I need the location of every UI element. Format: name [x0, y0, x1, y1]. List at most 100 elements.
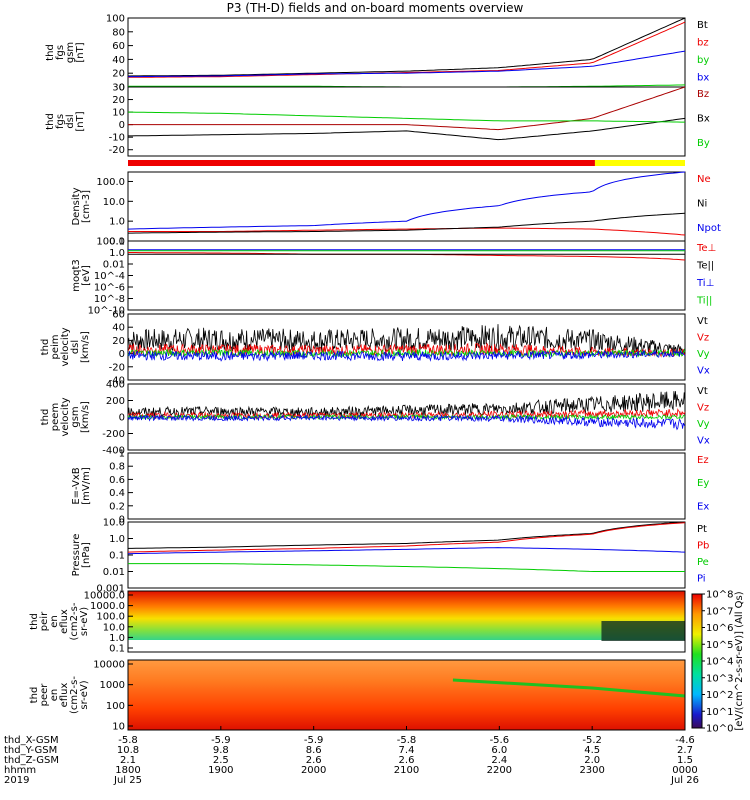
y-axis-label: thd	[45, 113, 56, 130]
colorbar-tick-label: 10^2	[706, 690, 733, 701]
y-tick-label: -400	[102, 446, 125, 457]
y-tick-label: 400	[106, 380, 125, 391]
legend-Pt: Pt	[697, 524, 707, 535]
orbit-value: 2.5	[213, 755, 229, 766]
orbit-value: 7.4	[399, 745, 415, 756]
y-tick-label: 10	[112, 108, 125, 119]
orbit-value: 2000	[301, 765, 326, 776]
y-tick-label: 1	[119, 449, 125, 460]
series-Pb	[127, 522, 686, 553]
orbit-value: 10.8	[117, 745, 139, 756]
y-axis-label: dsl	[65, 114, 76, 128]
series-Pe	[128, 563, 685, 572]
series-Vy	[127, 413, 686, 421]
orbit-value: 2.6	[399, 755, 415, 766]
y-tick-label: 10^-6	[94, 283, 125, 294]
legend-bz: bz	[697, 37, 709, 48]
orbit-value: -5.6	[490, 735, 510, 746]
orbit-value: 1900	[208, 765, 233, 776]
panel-pressure: 0.001 0.01 0.1 1.0 10.0 Pressure [nPa] Pt Pb Pe Pi	[71, 518, 709, 595]
y-tick-label: 0.01	[103, 260, 125, 271]
orbit-row-label: hhmm	[4, 765, 36, 776]
orbit-value: -5.9	[304, 735, 324, 746]
series-Ni	[128, 212, 686, 234]
orbit-value: 2.1	[120, 755, 136, 766]
orbit-value: -4.6	[675, 735, 695, 746]
colorbar-tick-label: 10^8	[706, 590, 733, 601]
y-axis-label: Pressure	[71, 534, 82, 577]
mode-bar-slow	[128, 160, 595, 166]
fast-mode-region	[601, 621, 685, 641]
panel-peem-velocity: -400 -200 0 200 400 thd peem velocity gsm [km/s] V…	[40, 380, 710, 457]
y-tick-label: 60	[112, 310, 125, 321]
y-axis-label: velocity	[60, 397, 71, 436]
series-Vx	[127, 414, 686, 431]
y-axis-label: [nPa]	[81, 542, 92, 568]
y-tick-label: 1.0	[109, 633, 125, 644]
y-axis-label: moqt3	[71, 259, 82, 292]
y-axis-label: eflux	[59, 609, 70, 634]
y-axis-label: gsm	[70, 406, 81, 427]
series-bz	[128, 21, 686, 78]
y-axis-label: eflux	[59, 683, 70, 708]
y-tick-label: 40	[112, 55, 125, 66]
y-axis-label: fgs	[55, 45, 66, 60]
legend-Bz: Bz	[697, 89, 709, 100]
orbit-value: 2300	[579, 765, 604, 776]
y-tick-label: 10	[112, 722, 125, 733]
y-tick-label: -10	[109, 133, 125, 144]
legend-Te⊥: Te⊥	[696, 243, 716, 254]
y-tick-label: 0.6	[109, 475, 125, 486]
series-Ne	[128, 227, 686, 236]
panel-density: 0.1 1.0 10.0 100.0 Density [cm-3] Ne Ni Npot	[71, 171, 721, 248]
y-tick-label: 10^-10	[88, 306, 125, 317]
orbit-value: 2.6	[306, 755, 322, 766]
legend-Ti⊥: Ti⊥	[696, 278, 714, 289]
panel-frame	[127, 313, 686, 381]
y-tick-label: 0.001	[96, 584, 125, 595]
y-axis-label: [mV/m]	[81, 467, 92, 505]
y-axis-label: [eV]	[81, 265, 92, 286]
y-tick-label: -20	[109, 145, 125, 156]
y-axis-label: peim	[50, 334, 61, 359]
series-Vz	[127, 342, 686, 358]
y-axis-label: gsm	[65, 42, 76, 63]
y-tick-label: 0.1	[109, 551, 125, 562]
y-tick-label: 0.4	[109, 488, 125, 499]
y-tick-label: 1.0	[109, 217, 125, 228]
y-tick-label: -200	[102, 429, 125, 440]
y-axis-label: (cm2-s-	[69, 676, 80, 714]
mode-bar-fast	[594, 160, 685, 166]
y-axis-label: [km/s]	[80, 331, 91, 363]
legend-Bx: Bx	[697, 113, 710, 124]
panel-frame	[127, 452, 686, 520]
y-axis-label: peer	[39, 683, 50, 707]
colorbar-tick-label: 10^3	[706, 673, 733, 684]
legend-Bt: Bt	[697, 20, 708, 31]
panel-fgs-gsm: 0 20 40 60 80 100 thd fgs gsm [nT] Bt bz by bx	[45, 14, 709, 94]
colorbar-tick-label: 10^4	[706, 657, 733, 668]
y-axis-label: en	[49, 689, 60, 702]
orbit-value: -5.2	[582, 735, 602, 746]
y-tick-label: 100.0	[96, 237, 125, 248]
panel-efield: 0 0.2 0.4 0.6 0.8 1 E=-VxB [mV/m] Ez Ey Ex	[71, 449, 709, 526]
y-tick-label: 10.0	[103, 518, 125, 529]
y-axis-label: peem	[50, 403, 61, 431]
colorbar-tick-label: 10^1	[706, 707, 733, 718]
y-tick-label: 100	[106, 14, 125, 25]
legend-Npot: Npot	[697, 223, 721, 234]
series-bx	[127, 50, 686, 78]
legend-by: by	[697, 55, 709, 66]
y-axis-label: dsl	[70, 340, 81, 354]
orbit-row-label: thd_Z-GSM	[4, 755, 59, 766]
y-tick-label: 1000	[100, 680, 125, 691]
orbit-value: 0000	[672, 765, 697, 776]
y-tick-label: 20	[112, 336, 125, 347]
legend-Pi: Pi	[697, 574, 706, 585]
orbit-value: 2100	[394, 765, 419, 776]
y-tick-label: 10^-4	[94, 271, 125, 282]
